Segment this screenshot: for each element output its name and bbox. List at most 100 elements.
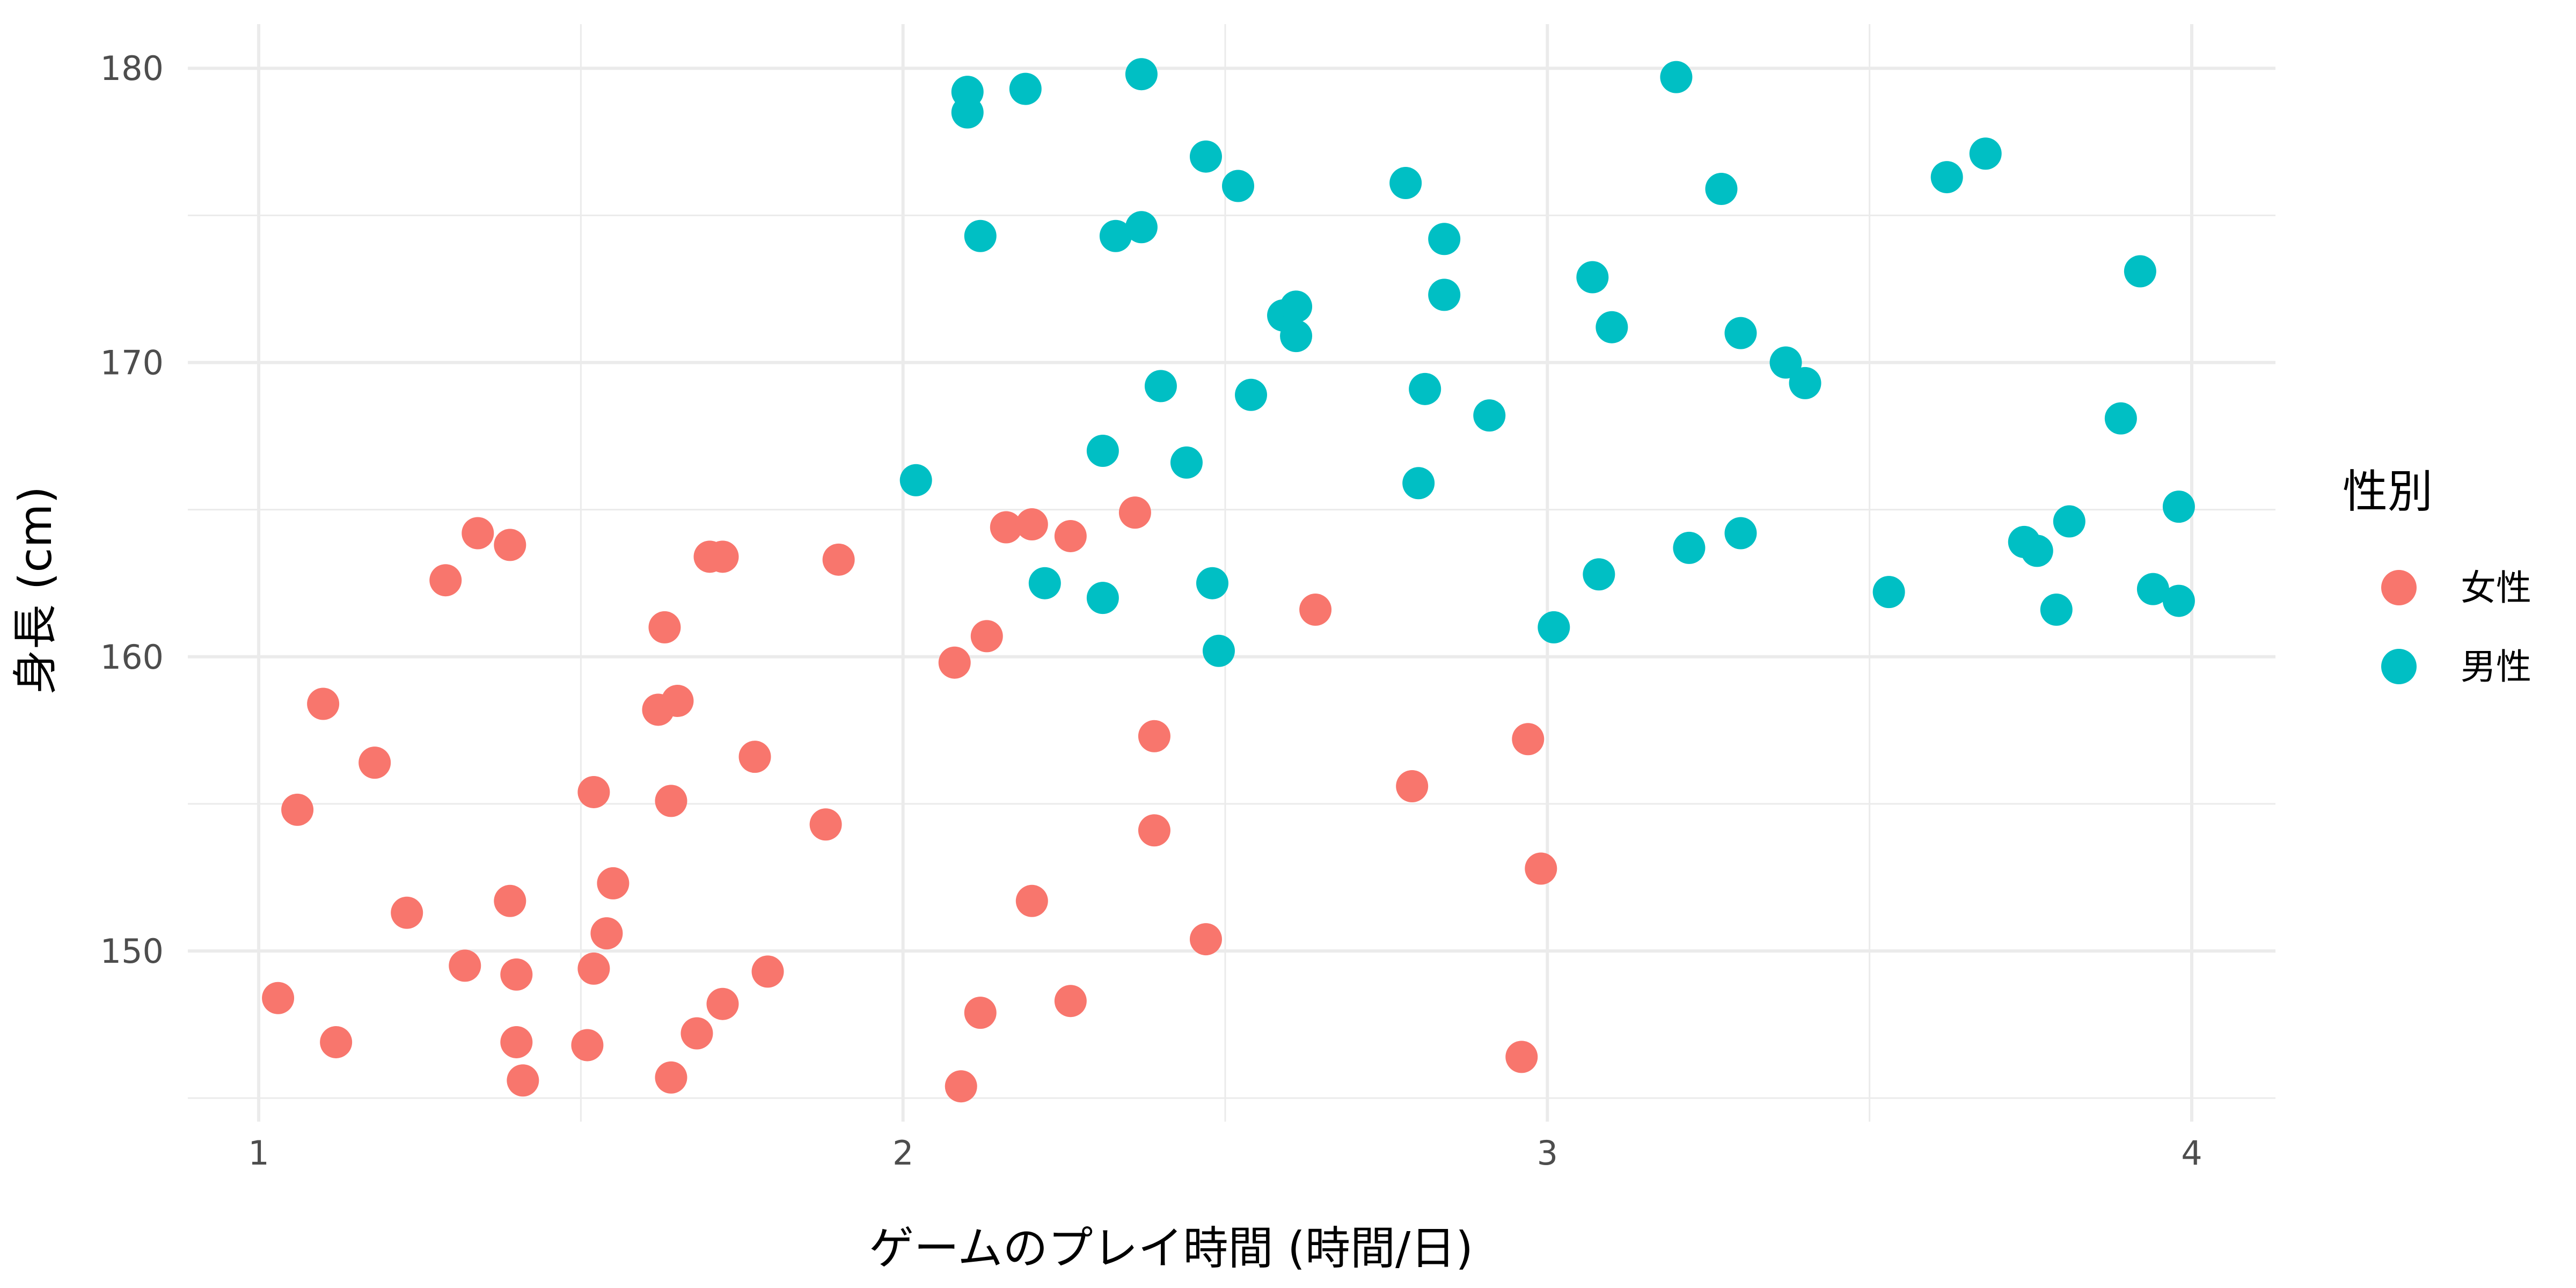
data-point [1583, 558, 1615, 591]
data-point [462, 517, 494, 550]
data-point [391, 896, 423, 929]
data-point [1280, 290, 1313, 323]
data-point [1505, 1041, 1538, 1073]
data-point [2162, 584, 2195, 617]
data-point [1118, 496, 1151, 529]
data-point [1969, 137, 2002, 170]
data-point [320, 1026, 353, 1058]
data-point [1099, 219, 1132, 252]
data-point [1196, 567, 1228, 599]
data-point [1009, 72, 1042, 105]
data-point [1138, 720, 1170, 752]
y-tick-label: 150 [100, 932, 164, 971]
legend-label: 女性 [2461, 567, 2531, 609]
x-tick-label: 1 [248, 1133, 269, 1173]
data-point [706, 987, 739, 1020]
data-point [449, 949, 481, 982]
data-point [281, 793, 314, 826]
data-point [2162, 491, 2195, 523]
data-point [1086, 582, 1119, 614]
data-point [1125, 58, 1158, 91]
data-point [1724, 517, 1757, 550]
data-point [2104, 402, 2137, 435]
data-point [751, 955, 784, 988]
data-point [822, 543, 855, 576]
data-point [2021, 535, 2053, 567]
data-point [738, 741, 771, 773]
data-point [1202, 634, 1235, 667]
data-point [1402, 467, 1435, 500]
data-point [964, 997, 997, 1029]
data-point [1054, 519, 1087, 552]
data-point [1525, 852, 1557, 885]
data-points [262, 58, 2195, 1103]
x-tick-label: 4 [2181, 1133, 2202, 1173]
data-point [1222, 170, 1255, 202]
data-point [1028, 567, 1061, 599]
data-point [1189, 923, 1222, 956]
data-point [655, 1061, 687, 1094]
data-point [358, 747, 391, 779]
legend-title: 性別 [2343, 465, 2433, 518]
data-point [494, 529, 526, 561]
data-point [1538, 611, 1570, 643]
data-point [680, 1017, 713, 1050]
data-point [990, 511, 1022, 544]
data-point [577, 952, 610, 985]
data-point [1872, 576, 1905, 609]
data-point [1428, 223, 1461, 255]
data-point [964, 219, 997, 252]
data-point [1189, 140, 1222, 173]
data-point [1705, 173, 1738, 206]
data-point [1299, 594, 1332, 626]
data-point [951, 96, 984, 129]
y-tick-label: 170 [100, 343, 164, 382]
data-point [661, 684, 694, 717]
legend-key [2381, 649, 2417, 684]
data-point [262, 982, 295, 1014]
data-point [970, 620, 1003, 653]
data-point [1789, 367, 1821, 399]
data-point [307, 687, 340, 720]
legend-key [2381, 570, 2417, 605]
data-point [1660, 61, 1693, 93]
data-point [809, 808, 842, 841]
data-point [1428, 279, 1461, 311]
data-point [1473, 399, 1506, 432]
data-point [945, 1070, 977, 1103]
data-point [1512, 723, 1545, 756]
data-point [1170, 446, 1203, 479]
data-point [1389, 167, 1422, 200]
data-point [1409, 372, 1441, 405]
data-point [1576, 261, 1609, 294]
data-point [500, 1026, 533, 1058]
data-point [494, 884, 526, 917]
legend-label: 男性 [2461, 646, 2531, 687]
data-point [1235, 378, 1268, 411]
data-point [1086, 434, 1119, 467]
data-point [706, 540, 739, 573]
data-point [1673, 531, 1706, 564]
data-point [429, 564, 462, 597]
y-axis-tick-labels: 150 160 170 180 [100, 49, 164, 971]
data-point [2040, 594, 2073, 626]
data-point [577, 775, 610, 808]
data-point [500, 958, 533, 991]
data-point [1015, 508, 1048, 541]
data-point [899, 464, 932, 496]
data-point [648, 611, 681, 643]
data-point [2053, 505, 2085, 538]
data-point [655, 785, 687, 817]
data-point [507, 1064, 539, 1097]
data-point [597, 867, 630, 899]
y-axis-title: 身長 (cm) [9, 486, 62, 694]
data-point [1015, 884, 1048, 917]
data-point [1144, 370, 1177, 402]
y-tick-label: 180 [100, 49, 164, 88]
data-point [1724, 317, 1757, 349]
data-point [590, 917, 623, 950]
data-point [1769, 346, 1802, 379]
